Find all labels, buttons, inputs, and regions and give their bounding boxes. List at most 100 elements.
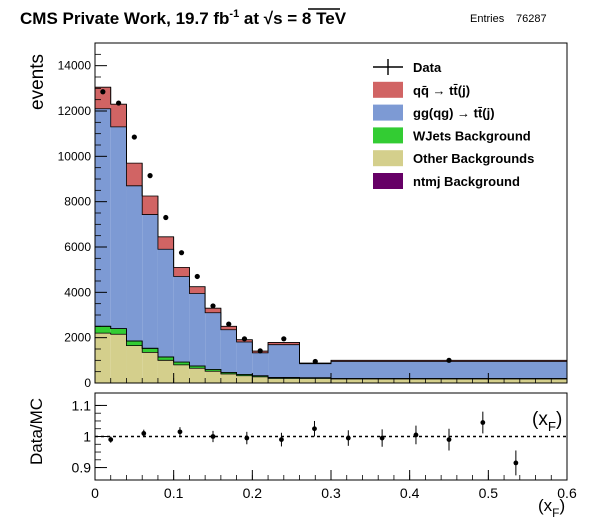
y-tick-label-6: 12000 (58, 104, 92, 118)
bar-s3-b3 (142, 214, 158, 349)
bar-s0-b7 (205, 371, 221, 383)
legend-label-2: gg(qg) → tt̄(j) (413, 106, 495, 121)
bar-s3-b13 (331, 361, 567, 379)
data-point-8 (226, 321, 232, 327)
bar-s0-b9 (236, 375, 253, 383)
data-point-7 (210, 303, 216, 309)
bar-s3-b9 (236, 341, 253, 375)
ratio-point-3 (210, 434, 216, 439)
main-plot-frame (94, 42, 568, 384)
ratio-point-11 (480, 420, 486, 425)
y-tick-label-3: 6000 (64, 240, 91, 254)
entries-value: 76287 (516, 13, 547, 25)
x-tick-label-1: 0.1 (164, 485, 184, 501)
bar-s3-b7 (205, 312, 221, 370)
bar-s3-b1 (110, 126, 127, 329)
bar-s0-b3 (142, 352, 158, 383)
bar-s1-b2 (126, 341, 143, 346)
y-tick-label-1: 2000 (64, 331, 91, 345)
y-tick-label-2: 4000 (64, 285, 91, 299)
ratio-side-label: (xF) (532, 409, 562, 434)
bar-s4-b7 (205, 308, 221, 313)
bar-s3-b6 (189, 293, 206, 366)
y-tick-label-4: 8000 (64, 195, 91, 209)
bar-s4-b0 (95, 87, 111, 109)
ratio-point-7 (345, 435, 351, 441)
ratio-point-8 (379, 435, 385, 441)
data-point-5 (178, 250, 185, 256)
y-tick-label-5: 10000 (58, 149, 92, 163)
bar-s3-b10 (252, 352, 269, 376)
bar-s0-b0 (95, 333, 111, 383)
series-3 (95, 108, 567, 379)
bar-s0-b2 (126, 345, 143, 383)
x-axis-label: (xF) (538, 496, 565, 520)
ratio-point-5 (279, 437, 284, 443)
data-point-9 (241, 336, 248, 342)
bar-s0-b10 (252, 376, 269, 383)
bar-s3-b11 (268, 344, 300, 378)
x-tick-label-4: 0.4 (400, 485, 420, 501)
legend: Data qq̄ → tt̄(j) gg(qg) → tt̄(j) WJets Bac… (373, 59, 534, 189)
figure-title: CMS Private Work, 19.7 fb-1 at √s = 8 Te… (20, 8, 347, 28)
bar-s0-b6 (189, 368, 206, 383)
bar-s1-b9 (236, 374, 253, 376)
ratio-point-1 (141, 430, 147, 436)
y-tick-label-0: 0 (84, 376, 91, 390)
legend-label-3: WJets Background (413, 128, 531, 143)
data-point-1 (116, 100, 122, 106)
legend-label-0: Data (413, 60, 442, 75)
bar-s1-b6 (189, 366, 206, 369)
bar-s1-b10 (252, 375, 269, 377)
legend-label-5: ntmj Background (413, 174, 520, 189)
legend-label-4: Other Backgrounds (413, 151, 534, 166)
series-outline-2 (95, 325, 567, 379)
bar-s4-b1 (110, 104, 127, 127)
bar-s3-b8 (220, 329, 237, 373)
bar-s1-b5 (173, 362, 190, 365)
ratio-y-tick-label-0: 0.9 (72, 460, 92, 476)
main-plot-panel: 0 2000 4000 6000 8000 10000 12000 14000 (58, 42, 568, 390)
ratio-plot-frame (94, 392, 568, 481)
ratio-point-6 (312, 426, 317, 432)
bar-s0-b1 (110, 334, 127, 383)
ratio-point-9 (413, 432, 419, 438)
y-axis-label: events (27, 54, 48, 110)
bar-s0-b13 (331, 378, 567, 383)
bar-s0-b8 (220, 373, 237, 383)
data-point-13 (446, 357, 452, 363)
bar-s3-b12 (299, 363, 331, 378)
bar-s1-b4 (157, 356, 174, 361)
bar-s4-b5 (173, 267, 190, 277)
ratio-point-4 (244, 435, 250, 441)
bar-s1-b7 (205, 369, 221, 372)
data-point-3 (147, 173, 153, 179)
bar-s1-b3 (142, 348, 158, 353)
x-tick-label-0: 0 (91, 485, 99, 501)
bar-s4-b11 (268, 342, 300, 345)
bar-s4-b8 (220, 326, 237, 330)
bar-s1-b0 (95, 326, 111, 334)
y-tick-label-7: 14000 (58, 59, 92, 73)
x-tick-label-2: 0.2 (243, 485, 263, 501)
ratio-y-tick-label-1: 1 (83, 429, 91, 445)
entries-label: Entries (470, 13, 505, 25)
legend-swatch-2 (373, 104, 403, 121)
bar-s4-b2 (126, 163, 143, 186)
legend-swatch-1 (373, 81, 403, 98)
x-tick-label-6: 0.6 (557, 485, 577, 501)
data-point-10 (257, 348, 263, 354)
data-point-2 (131, 134, 137, 140)
ratio-y-axis-label: Data/MC (27, 398, 46, 465)
legend-swatch-5 (373, 173, 403, 189)
ratio-point-0 (108, 437, 114, 443)
bar-s0-b5 (173, 364, 190, 383)
series-0 (95, 333, 567, 383)
bar-s3-b4 (157, 249, 174, 357)
x-tick-label-3: 0.3 (321, 485, 341, 501)
ratio-y-tick-label-2: 1.1 (72, 397, 92, 413)
bar-s1-b8 (220, 372, 237, 374)
bar-s1-b1 (110, 328, 127, 335)
ratio-point-12 (513, 460, 519, 466)
